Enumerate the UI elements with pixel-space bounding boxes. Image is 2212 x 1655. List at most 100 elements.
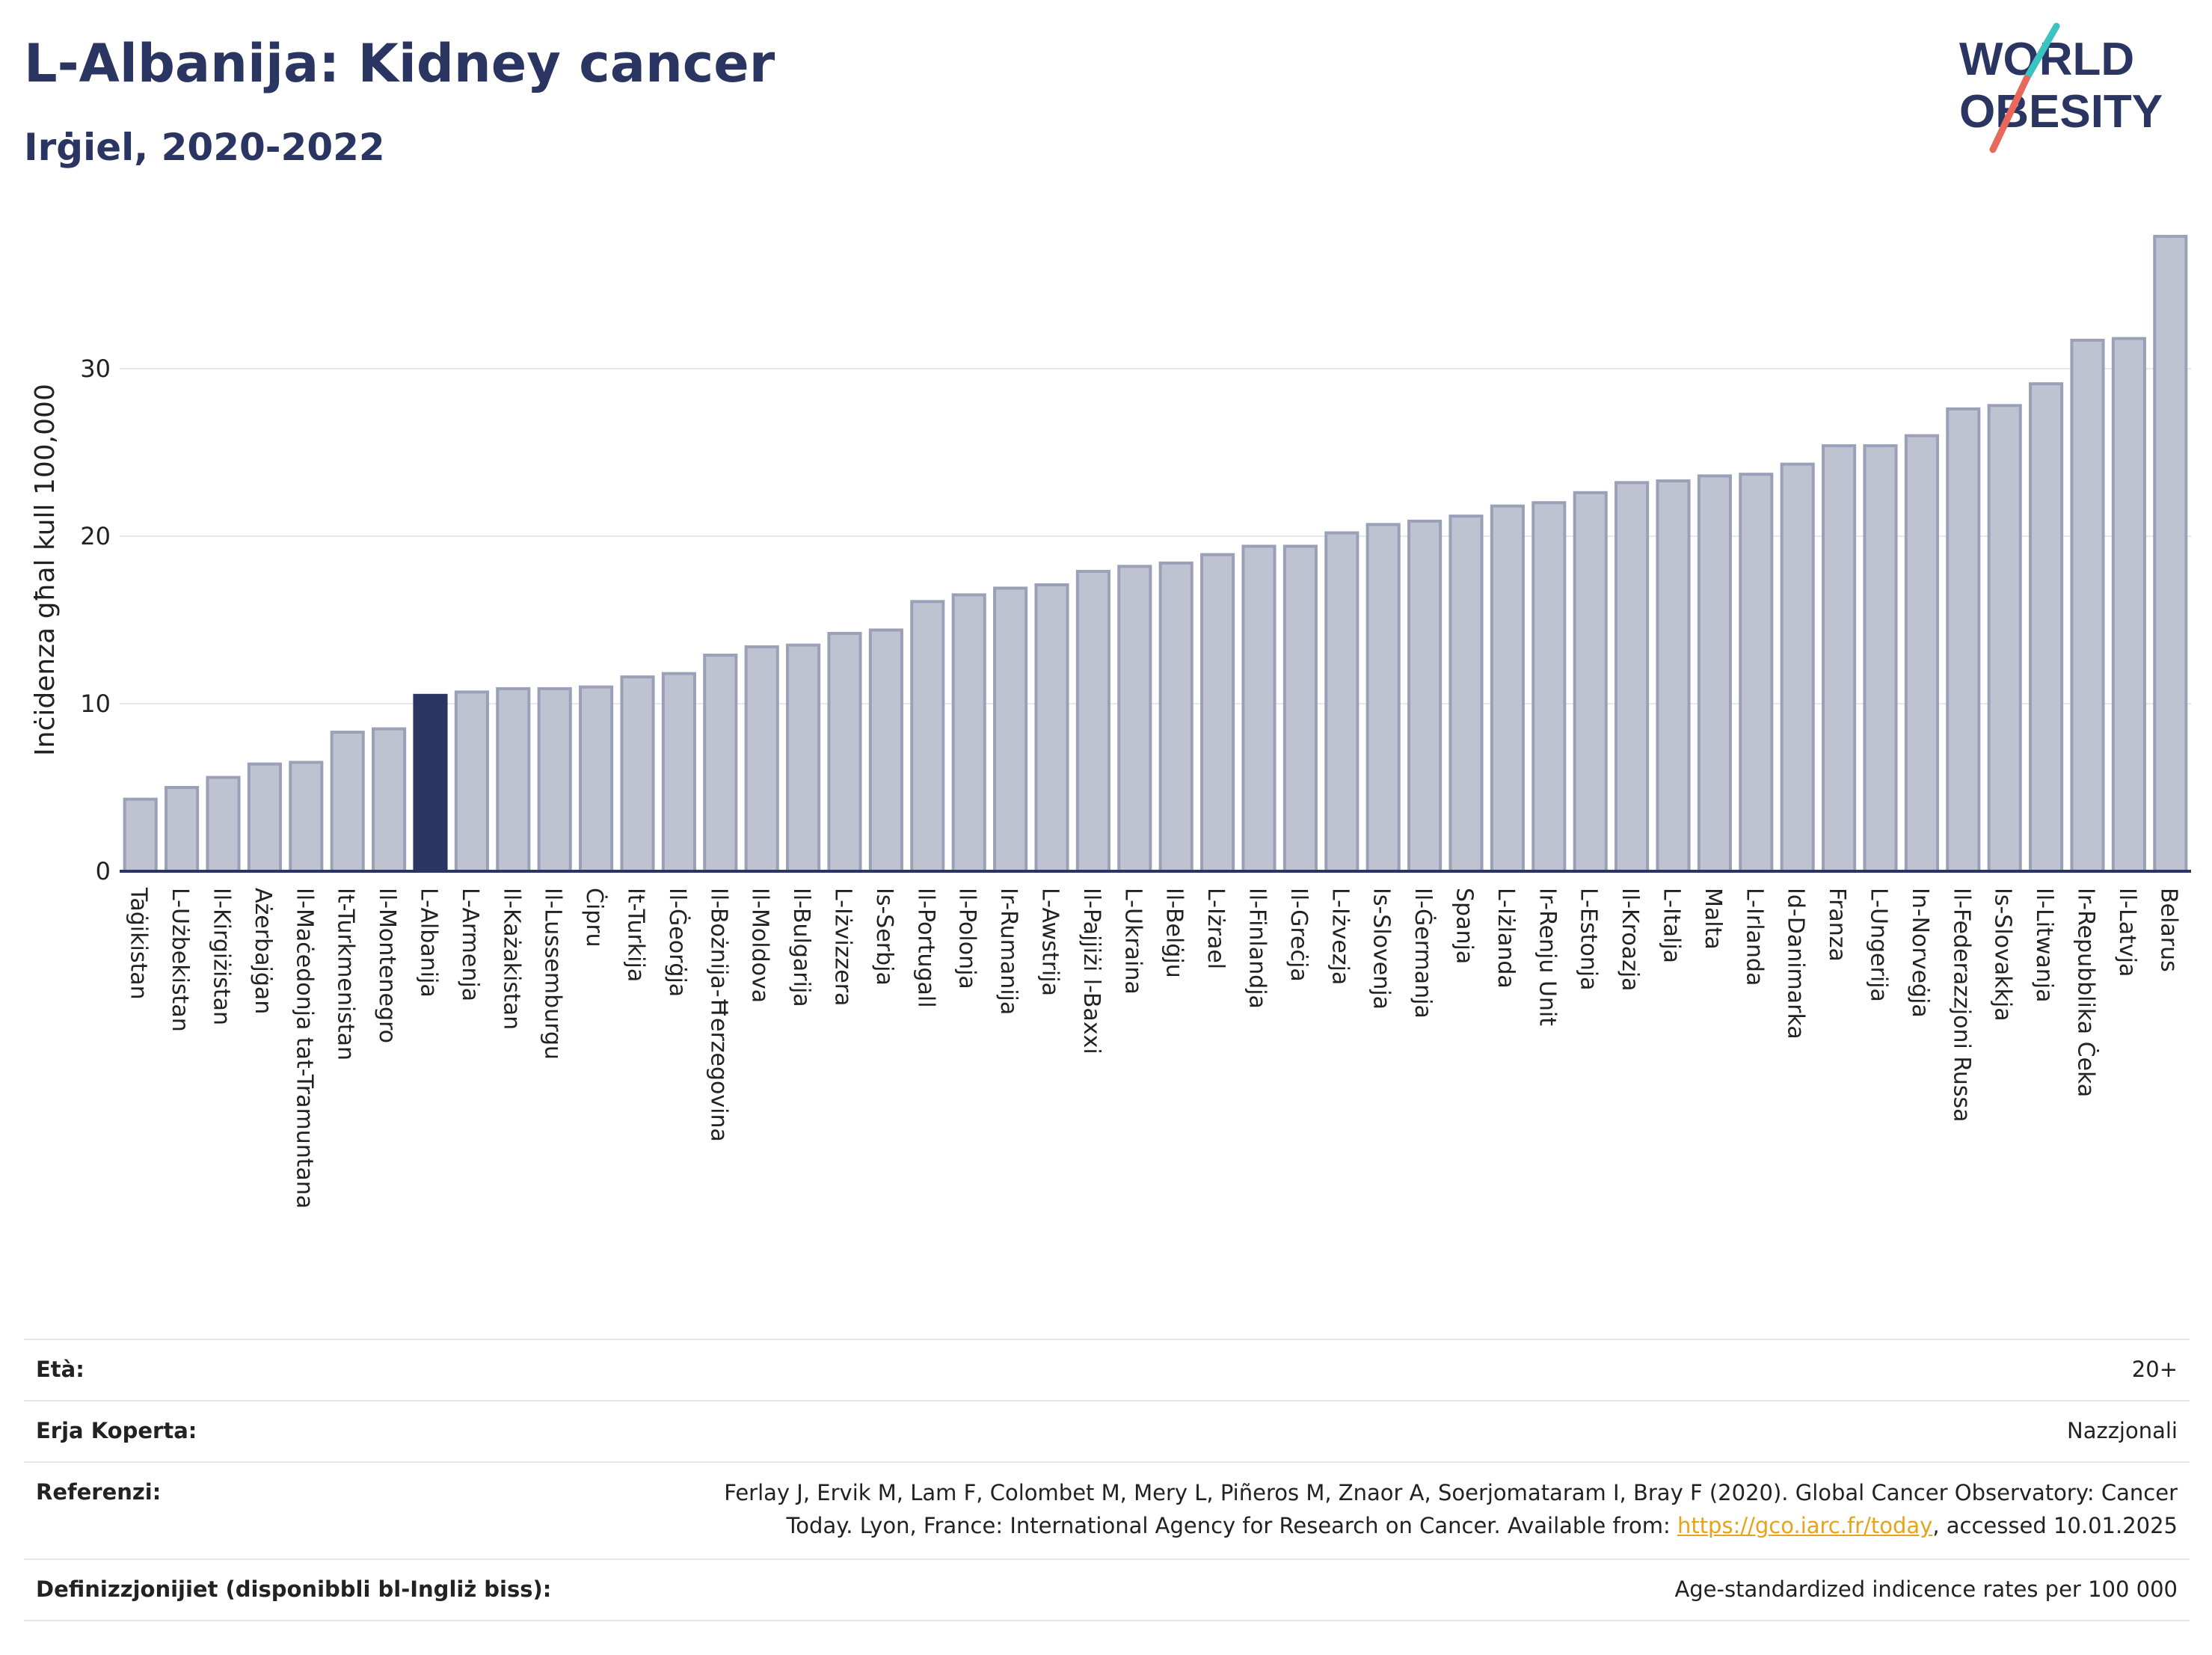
x-tick-label: L-Irlanda — [1741, 888, 1767, 986]
bar — [496, 687, 531, 873]
bar — [1946, 407, 1981, 873]
bar — [1075, 570, 1110, 873]
references-line2-post: , accessed 10.01.2025 — [1932, 1513, 2178, 1538]
bar — [165, 786, 200, 873]
x-tick-label: L-Armenja — [457, 888, 483, 1001]
bar — [951, 593, 986, 873]
chart-title: L-Albanija: Kidney cancer — [24, 33, 775, 94]
bar — [1697, 474, 1732, 873]
bar — [661, 672, 696, 873]
x-tick-label: Ċipru — [581, 888, 609, 948]
bar — [1365, 523, 1401, 873]
bar — [2153, 235, 2188, 873]
y-axis-ticks: 0 10 20 30 — [80, 354, 111, 885]
references-label: Referenzi: — [36, 1479, 162, 1505]
bar — [703, 654, 738, 873]
logo-slash-teal — [2023, 22, 2060, 82]
y-tick-label: 10 — [80, 690, 111, 718]
definitions-label: Definizzjonijiet (disponibbli bl-Ingliż … — [36, 1576, 552, 1602]
logo-slash-red — [1989, 75, 2030, 153]
x-tick-label: Franza — [1824, 888, 1850, 962]
meta-row-coverage: Erja Koperta: Nazzjonali — [24, 1400, 2190, 1461]
bar — [744, 645, 779, 873]
x-tick-label: Il-Belġju — [1161, 888, 1188, 978]
bar — [1034, 583, 1069, 873]
x-tick-label: L-Awstrija — [1037, 888, 1063, 996]
bar — [1117, 565, 1152, 873]
bar-chart: 0 10 20 30 Taġikistan L-Użbekistan Il-Kirgiżi… — [30, 235, 2191, 1209]
x-tick-label: L-Iżlanda — [1493, 888, 1519, 989]
x-tick-label: L-Ukraina — [1119, 888, 1146, 995]
x-tick-label: L-Estonja — [1576, 888, 1602, 990]
x-tick-label: Il-Finlandja — [1244, 888, 1271, 1009]
bar — [1780, 462, 1815, 873]
references-value: Ferlay J, Ervik M, Lam F, Colombet M, Me… — [607, 1476, 2178, 1542]
bar — [413, 693, 448, 873]
logo-line2: OBESITY — [1959, 86, 2163, 138]
x-tick-label: L-Iżvizzera — [830, 888, 856, 1006]
x-tick-label: Ir-Renju Unit — [1534, 888, 1560, 1026]
y-tick-label: 0 — [96, 857, 111, 885]
age-value: 20+ — [2131, 1357, 2178, 1382]
x-tick-label: Il-Montenegro — [374, 888, 400, 1043]
x-tick-label: Belarus — [2155, 888, 2181, 972]
x-tick-label: Il-Moldova — [747, 888, 773, 1003]
bar — [2029, 382, 2064, 873]
x-tick-label: Il-Latvja — [2114, 888, 2140, 977]
bar — [1904, 434, 1939, 873]
world-obesity-logo: WORLD OBESITY — [1959, 22, 2163, 153]
bar — [1282, 544, 1318, 873]
x-tick-label: Spanja — [1451, 888, 1478, 964]
meta-row-age: Età: 20+ — [24, 1339, 2190, 1400]
x-tick-label: Il-Ġeorġja — [664, 888, 692, 997]
bar — [123, 797, 158, 873]
x-tick-label: L-Albanija — [416, 888, 442, 998]
bar — [1158, 561, 1193, 873]
bar — [786, 643, 821, 873]
x-tick-label: Il-Bulgarija — [788, 888, 814, 1007]
x-tick-label: Il-Federazzjoni Russa — [1948, 888, 1974, 1123]
x-tick-label: Il-Maċedonja tat-Tramuntana — [291, 888, 317, 1209]
x-tick-label: Is-Slovenja — [1368, 888, 1395, 1010]
bar — [1448, 515, 1484, 873]
definitions-value: Age-standardized indicence rates per 100… — [1674, 1576, 2178, 1602]
bar — [910, 600, 945, 873]
x-tick-label: Is-Slovakkja — [1990, 888, 2016, 1022]
bar — [579, 685, 614, 873]
x-tick-label: Il-Pajjiżi l-Baxxi — [1078, 888, 1105, 1054]
bar — [993, 586, 1028, 873]
y-tick-label: 30 — [80, 354, 111, 383]
bar — [1615, 481, 1650, 873]
bar — [620, 675, 655, 873]
y-tick-label: 20 — [80, 522, 111, 550]
bar — [1531, 501, 1567, 873]
x-tick-label: Ir-Repubblika Ċeka — [2073, 888, 2101, 1097]
x-tick-label: L-Iżvezja — [1327, 888, 1353, 985]
x-tick-label: L-Użbekistan — [167, 888, 193, 1032]
bar — [1200, 553, 1235, 873]
bar — [289, 761, 324, 873]
x-tick-label: Il-Ġermanja — [1410, 888, 1437, 1019]
references-link[interactable]: https://gco.iarc.fr/today — [1677, 1513, 1933, 1538]
bar — [1822, 444, 1857, 873]
bar — [827, 631, 862, 873]
x-tick-label: Il-Bożnija-Ħerzegovina — [705, 888, 731, 1142]
age-label: Età: — [36, 1357, 85, 1382]
bar — [330, 731, 365, 873]
x-tick-label: It-Turkija — [623, 888, 649, 982]
bar — [1241, 544, 1276, 873]
bar — [2111, 337, 2146, 873]
bar — [1324, 531, 1360, 873]
x-tick-label: Il-Litwanja — [2031, 888, 2057, 1002]
x-tick-label: In-Norveġja — [1907, 888, 1933, 1018]
x-tick-label: Ir-Rumanija — [995, 888, 1021, 1015]
x-tick-label: Il-Każakistan — [498, 888, 524, 1030]
bar — [372, 727, 407, 873]
x-tick-label: Il-Portugall — [912, 888, 938, 1008]
bar — [1407, 519, 1443, 873]
bar — [1739, 473, 1774, 873]
meta-row-references: Referenzi: Ferlay J, Ervik M, Lam F, Col… — [24, 1461, 2190, 1559]
bar — [1490, 504, 1525, 873]
x-tick-label: L-Italja — [1659, 888, 1685, 963]
x-tick-label: Ażerbajġan — [250, 888, 276, 1014]
